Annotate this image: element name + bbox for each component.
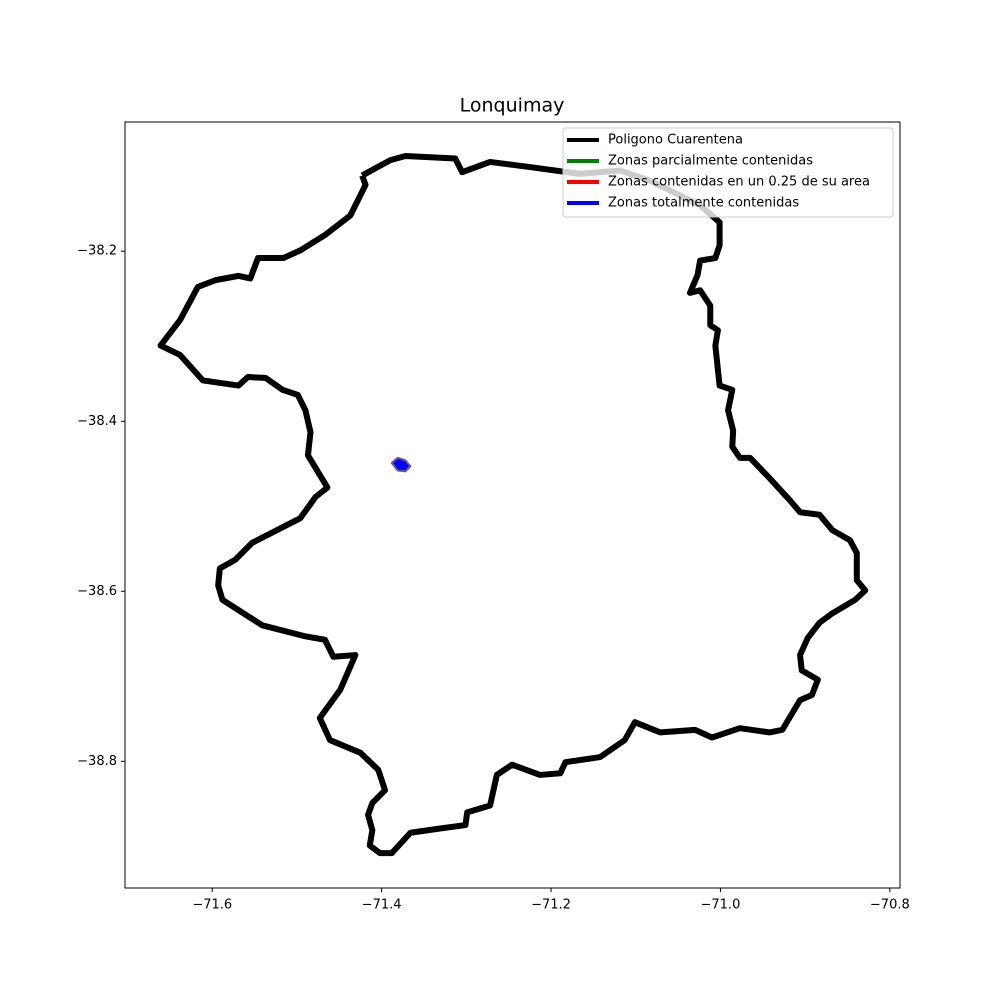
y-tick-label: −38.8 [77,754,117,769]
x-tick-label: −71.2 [531,898,571,913]
legend-label: Zonas parcialmente contenidas [608,154,813,169]
boundary [157,153,869,857]
legend-box [562,127,894,218]
y-tick-label: −38.4 [77,414,117,429]
plot-area [157,153,869,857]
zone [390,456,412,473]
x-tick-label: −71.6 [192,898,232,913]
axes-frame [124,121,901,889]
legend-label: Poligono Cuarentena [608,133,743,148]
chart-title: Lonquimay [460,95,565,117]
y-tick-label: −38.2 [77,244,117,259]
x-tick-label: −71.0 [701,898,741,913]
x-tick-label: −71.4 [362,898,402,913]
legend-label: Zonas totalmente contenidas [608,196,799,211]
x-tick-label: −70.8 [870,898,910,913]
y-tick-label: −38.6 [77,584,117,599]
legend-label: Zonas contenidas en un 0.25 de su area [608,175,870,190]
legend: Poligono Cuarentena Zonas parcialmente co… [562,127,894,218]
